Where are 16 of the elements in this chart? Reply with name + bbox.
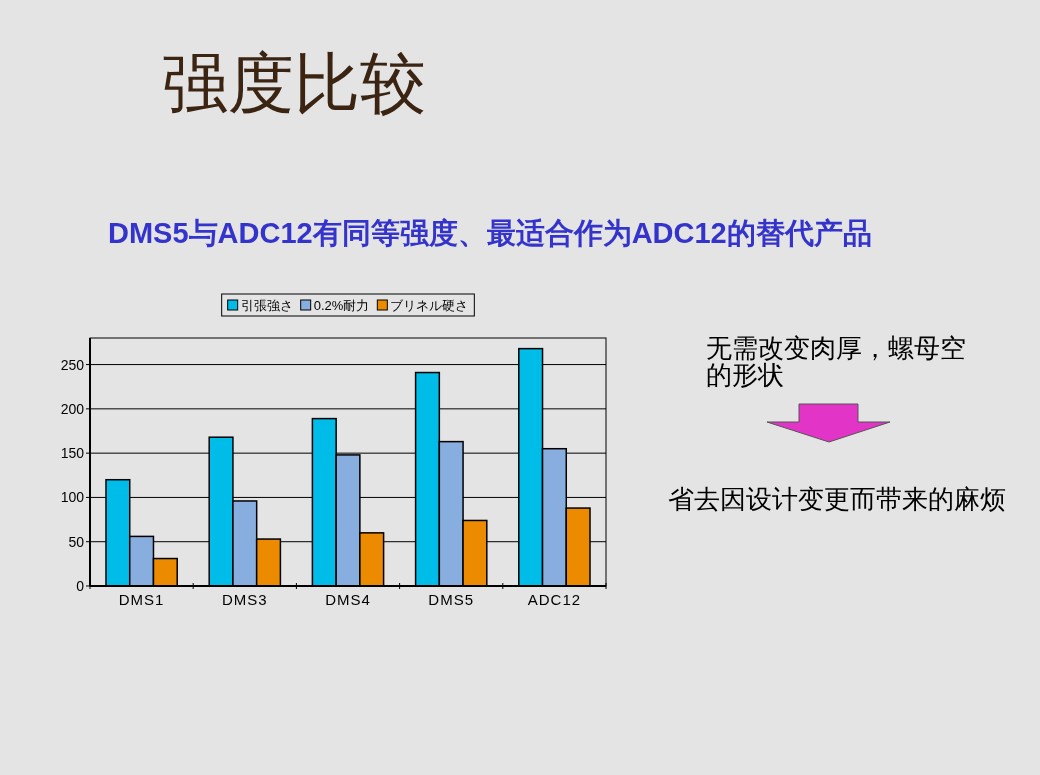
subtitle: DMS5与ADC12有同等强度、最适合作为ADC12的替代产品: [108, 216, 872, 251]
y-tick-label: 50: [68, 533, 85, 550]
legend-label: ブリネル硬さ: [390, 298, 469, 313]
x-tick-label: DMS4: [325, 591, 371, 608]
y-tick-label: 250: [60, 356, 85, 373]
y-tick-label: 150: [60, 445, 85, 462]
legend-label: 引張強さ: [240, 298, 293, 313]
x-tick-label: ADC12: [527, 591, 582, 608]
legend-label: 0.2%耐力: [313, 298, 370, 313]
x-tick-label: DMS5: [428, 591, 475, 608]
x-tick-label: DMS1: [118, 591, 165, 608]
y-tick-label: 100: [60, 489, 85, 506]
y-tick-label: 200: [60, 400, 85, 417]
title: 强度比较: [162, 46, 426, 122]
y-tick-label: 0: [76, 578, 85, 594]
x-tick-label: DMS3: [221, 591, 268, 608]
